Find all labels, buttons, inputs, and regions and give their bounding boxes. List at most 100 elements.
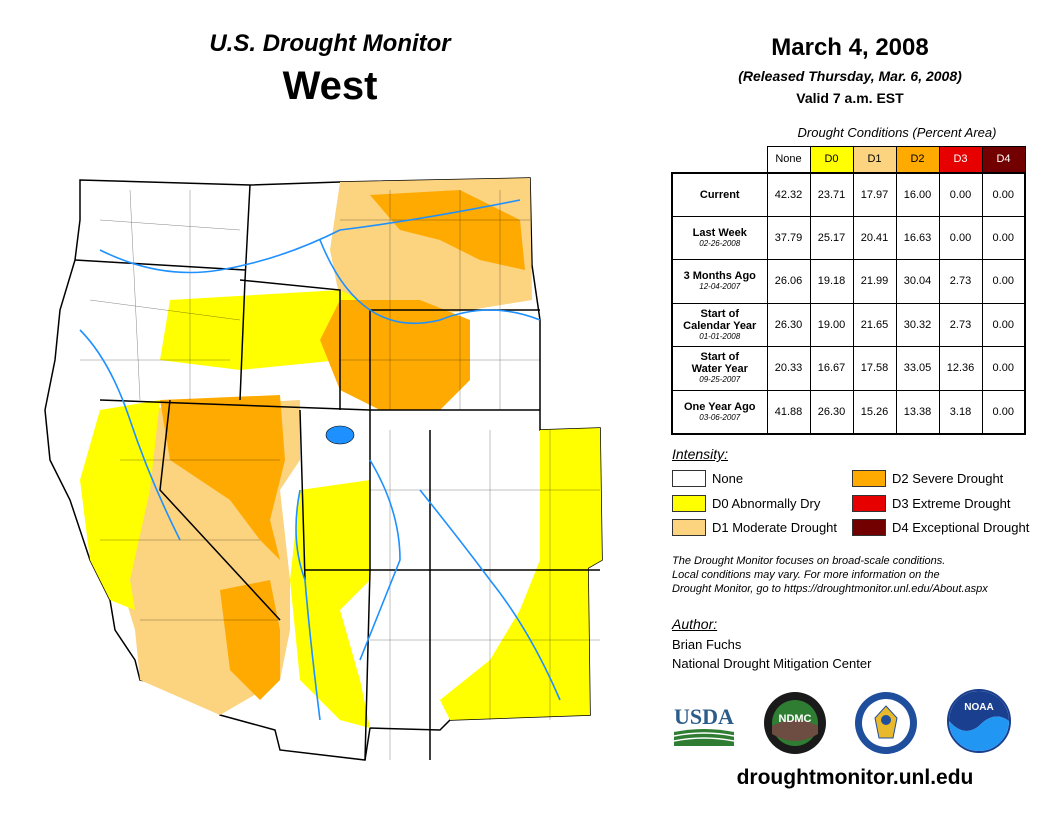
commerce-seal-logo [853,690,919,756]
legend-label: D1 Moderate Drought [712,520,838,535]
table-row: 3 Months Ago 12-04-2007 26.06 19.18 21.99… [671,259,1026,304]
table-row: One Year Ago 03-06-2007 41.88 26.30 15.26… [671,389,1026,434]
table-cell: 15.26 [852,389,897,434]
table-cell: 3.18 [938,389,983,434]
legend-item-d4: D4 Exceptional Drought [852,519,1029,536]
table-cell: 0.00 [981,172,1026,217]
table-cell: 30.32 [895,302,940,347]
row-label-one-year-ago: One Year Ago 03-06-2007 [671,389,768,434]
d2-area-montana [370,190,525,270]
row-label-start-water-year: Start of Water Year 09-25-2007 [671,346,768,391]
legend-item-d0: D0 Abnormally Dry [672,495,820,512]
table-row: Start of Calendar Year 01-01-2008 26.30 19… [671,302,1026,347]
table-cell: 30.04 [895,259,940,304]
legend-swatch [672,470,706,487]
table-cell: 26.06 [766,259,811,304]
table-cell: 42.32 [766,172,811,217]
svg-text:USDA: USDA [674,704,734,729]
legend-swatch [672,519,706,536]
drought-monitor-note: The Drought Monitor focuses on broad-sca… [672,555,988,595]
table-cell: 17.58 [852,346,897,391]
table-cell: 13.38 [895,389,940,434]
table-cell: 0.00 [981,346,1026,391]
d0-area-southeast [440,428,602,720]
legend-label: D4 Exceptional Drought [892,520,1030,535]
table-cell: 25.17 [809,215,854,260]
table-cell: 0.00 [981,259,1026,304]
map-title: U.S. Drought Monitor [209,30,451,57]
legend-label: D3 Extreme Drought [892,496,1011,511]
d2-area-nevada [160,395,285,560]
svg-text:NOAA: NOAA [964,702,993,713]
great-salt-lake [325,425,355,445]
table-cell: 2.73 [938,302,983,347]
table-cell: 12.36 [938,346,983,391]
col-header-d4: D4 [981,146,1026,173]
table-cell: 0.00 [981,302,1026,347]
legend-item-d3: D3 Extreme Drought [852,495,1011,512]
table-cell: 19.00 [809,302,854,347]
d0-area-california [80,400,160,610]
county-lines [80,189,600,760]
state-boundaries [74,184,600,761]
valid-time: Valid 7 a.m. EST [796,90,904,106]
table-row: Start of Water Year 09-25-2007 20.33 16.67… [671,346,1026,391]
ndmc-logo: NDMC [762,690,828,756]
legend-item-d2: D2 Severe Drought [852,470,1003,487]
table-cell: 26.30 [766,302,811,347]
d0-area-arizona [290,480,370,728]
footer-url[interactable]: droughtmonitor.unl.edu [736,766,974,789]
legend-item-none: None [672,470,743,487]
col-header-d3: D3 [938,146,983,173]
author-organization: National Drought Mitigation Center [672,656,872,671]
usda-logo: USDA [672,700,736,748]
release-date: (Released Thursday, Mar. 6, 2008) [738,68,962,84]
row-label-last-week: Last Week 02-26-2008 [671,215,768,260]
table-cell: 41.88 [766,389,811,434]
table-cell: 0.00 [981,215,1026,260]
table-cell: 0.00 [938,215,983,260]
legend-label: None [712,471,744,486]
legend-swatch [852,495,886,512]
noaa-logo: NOAA [946,688,1012,754]
legend-title: Intensity: [672,446,729,462]
table-cell: 23.71 [809,172,854,217]
col-header-d1: D1 [852,146,897,173]
legend-label: D0 Abnormally Dry [712,496,821,511]
table-cell: 26.30 [809,389,854,434]
col-header-d0: D0 [809,146,854,173]
drought-map [44,177,603,761]
table-cell: 33.05 [895,346,940,391]
table-row: Last Week 02-26-2008 37.79 25.17 20.41 16… [671,215,1026,260]
table-cell: 21.65 [852,302,897,347]
table-cell: 16.67 [809,346,854,391]
author-heading: Author: [672,616,718,632]
row-label-3-months-ago: 3 Months Ago 12-04-2007 [671,259,768,304]
map-date: March 4, 2008 [771,34,929,61]
row-label-current: Current [671,172,768,217]
svg-text:NDMC: NDMC [779,713,812,725]
legend-label: D2 Severe Drought [892,471,1004,486]
drought-conditions-table: None D0 D1 D2 D3 D4 Current 42.32 23.71 … [671,146,1026,435]
table-cell: 37.79 [766,215,811,260]
col-header-d2: D2 [895,146,940,173]
col-header-none: None [766,146,811,173]
table-cell: 16.63 [895,215,940,260]
row-label-start-calendar-year: Start of Calendar Year 01-01-2008 [671,302,768,347]
table-cell: 20.41 [852,215,897,260]
table-cell: 2.73 [938,259,983,304]
table-row: Current 42.32 23.71 17.97 16.00 0.00 0.0… [671,172,1026,217]
legend-swatch [672,495,706,512]
author-name: Brian Fuchs [672,637,742,652]
table-cell: 19.18 [809,259,854,304]
table-cell: 20.33 [766,346,811,391]
table-caption: Drought Conditions (Percent Area) [797,125,997,140]
legend-item-d1: D1 Moderate Drought [672,519,837,536]
legend-swatch [852,519,886,536]
d2-area-utah-wyoming [320,300,470,410]
table-cell: 17.97 [852,172,897,217]
table-cell: 0.00 [938,172,983,217]
legend-swatch [852,470,886,487]
table-cell: 21.99 [852,259,897,304]
d2-area-arizona [220,580,280,700]
